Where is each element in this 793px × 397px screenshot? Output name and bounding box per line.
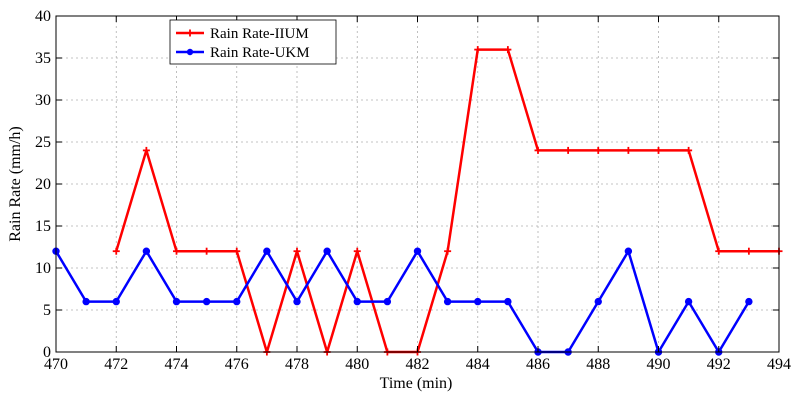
legend-item-2: Rain Rate-UKM xyxy=(176,45,310,61)
data-point xyxy=(233,247,241,255)
data-point xyxy=(624,146,632,154)
y-tick-label: 40 xyxy=(35,8,51,25)
data-point xyxy=(233,297,241,306)
legend-label: Rain Rate-UKM xyxy=(210,45,310,61)
series-line xyxy=(115,48,779,354)
data-point xyxy=(173,247,180,255)
x-tick-label: 474 xyxy=(165,356,189,373)
x-tick-label: 492 xyxy=(707,356,731,373)
data-point xyxy=(504,297,512,306)
data-point xyxy=(293,297,301,306)
data-point xyxy=(745,297,753,306)
data-point xyxy=(715,247,723,255)
data-point xyxy=(474,297,482,306)
data-point xyxy=(112,247,120,255)
legend-marker xyxy=(186,48,194,56)
data-point xyxy=(323,247,331,255)
x-tick-label: 472 xyxy=(104,356,128,373)
x-tick-label: 482 xyxy=(406,356,430,373)
y-tick-label: 35 xyxy=(35,50,51,67)
legend-label: Rain Rate-IIUM xyxy=(210,26,309,42)
data-point xyxy=(142,146,150,154)
data-point xyxy=(474,46,482,54)
data-point xyxy=(624,247,633,255)
x-tick-label: 488 xyxy=(586,356,610,373)
data-point xyxy=(142,247,151,255)
series-1 xyxy=(112,46,783,356)
data-point xyxy=(534,146,542,154)
x-tick-label: 476 xyxy=(225,356,249,373)
legend-item-1: Rain Rate-IIUM xyxy=(176,26,309,42)
data-point xyxy=(685,146,693,154)
axes xyxy=(55,15,780,353)
data-point xyxy=(112,297,120,306)
y-tick-label: 0 xyxy=(43,344,51,361)
x-tick-label: 484 xyxy=(466,356,490,373)
x-tick-label: 490 xyxy=(647,356,671,373)
legend: Rain Rate-IIUM Rain Rate-UKM xyxy=(169,19,337,65)
data-point xyxy=(383,297,392,306)
y-tick-label: 10 xyxy=(35,260,51,277)
data-point xyxy=(202,297,211,306)
x-tick-label: 480 xyxy=(345,356,369,373)
data-point xyxy=(293,247,301,255)
x-tick-label: 470 xyxy=(44,356,68,373)
series-layer xyxy=(52,46,783,356)
data-point xyxy=(564,146,572,154)
data-point xyxy=(745,247,753,255)
y-axis-label: Rain Rate (mm/h) xyxy=(7,126,24,242)
data-point xyxy=(443,297,452,306)
data-point xyxy=(504,46,512,54)
data-point xyxy=(594,297,602,306)
tick-labels: 470 472 474 476 478 480 482 484 486 488 490 492 494 0… xyxy=(35,8,791,373)
x-tick-label: 478 xyxy=(285,356,309,373)
data-point xyxy=(82,297,90,306)
data-point xyxy=(594,146,602,154)
data-point xyxy=(444,247,452,255)
y-tick-label: 25 xyxy=(35,134,51,151)
data-point xyxy=(684,297,693,306)
series-line xyxy=(54,249,750,354)
data-point xyxy=(172,297,181,306)
data-point xyxy=(655,146,662,154)
data-point xyxy=(263,247,271,255)
data-point xyxy=(353,247,361,255)
data-point xyxy=(413,247,422,255)
y-tick-label: 30 xyxy=(35,92,51,109)
x-axis-label: Time (min) xyxy=(380,375,453,392)
legend-box xyxy=(169,19,337,65)
data-point xyxy=(203,247,211,255)
x-tick-label: 494 xyxy=(767,356,791,373)
y-tick-label: 20 xyxy=(35,176,51,193)
x-tick-label: 486 xyxy=(526,356,550,373)
y-tick-label: 15 xyxy=(35,218,51,235)
series-2 xyxy=(52,247,753,356)
y-tick-label: 5 xyxy=(43,302,51,319)
grid xyxy=(56,16,779,352)
data-point xyxy=(353,297,361,306)
